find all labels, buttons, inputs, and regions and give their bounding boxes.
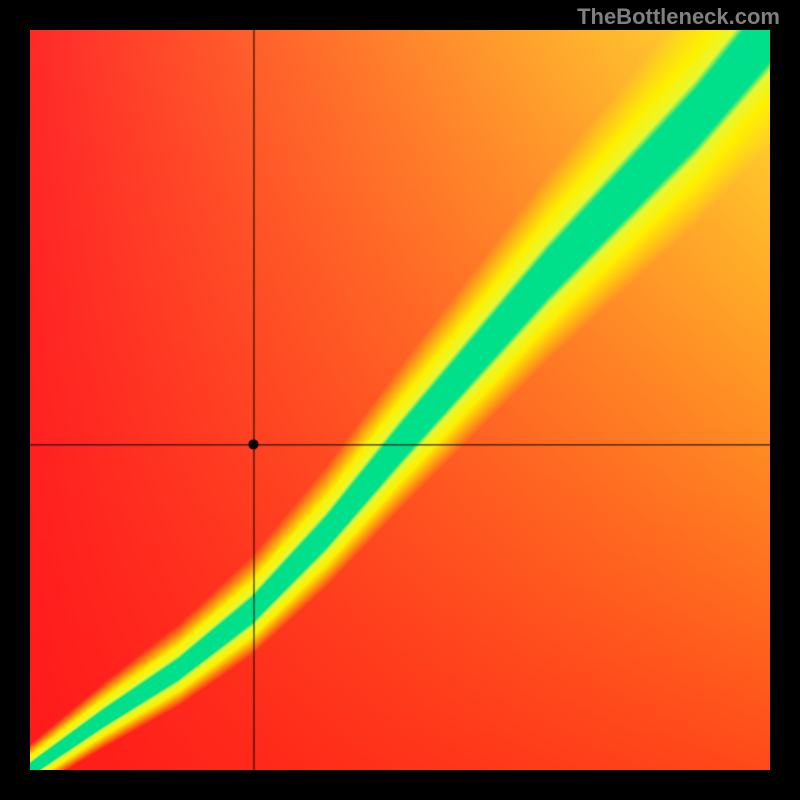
bottleneck-heatmap [30, 30, 770, 770]
watermark-text: TheBottleneck.com [577, 4, 780, 30]
